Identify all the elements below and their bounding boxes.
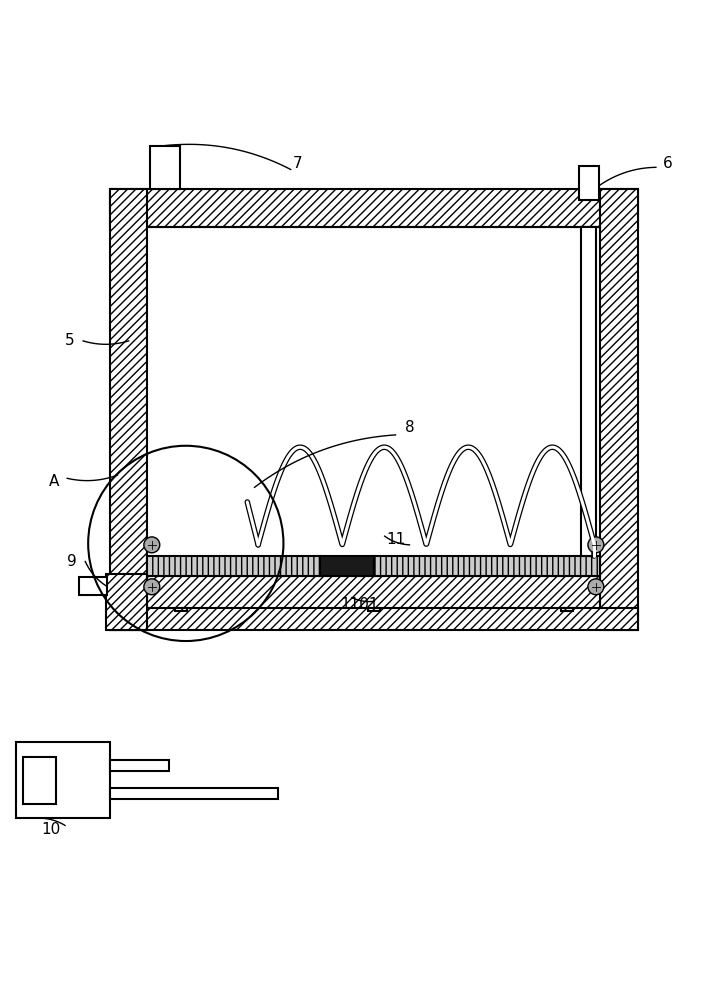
Bar — [110, 760, 169, 771]
Bar — [579, 166, 599, 200]
Text: 6: 6 — [663, 156, 673, 171]
Circle shape — [588, 579, 604, 595]
Bar — [600, 189, 638, 630]
Bar — [319, 556, 374, 576]
Text: 8: 8 — [405, 420, 415, 435]
Text: 5: 5 — [65, 333, 75, 348]
Circle shape — [588, 537, 604, 553]
Bar — [147, 556, 319, 576]
Bar — [374, 556, 600, 576]
Bar — [110, 189, 638, 227]
Bar — [561, 608, 573, 611]
Bar — [110, 788, 277, 799]
Text: 1101: 1101 — [340, 597, 379, 612]
Bar — [368, 608, 380, 611]
Bar — [16, 742, 110, 818]
Circle shape — [144, 579, 160, 595]
Bar — [147, 576, 600, 611]
Text: 9: 9 — [68, 554, 77, 569]
Bar — [582, 227, 596, 556]
Text: A: A — [49, 474, 60, 489]
Circle shape — [144, 537, 160, 553]
Bar — [150, 146, 180, 189]
Bar — [110, 608, 638, 630]
Bar — [110, 189, 147, 630]
Text: 11: 11 — [386, 532, 405, 547]
Text: 7: 7 — [293, 156, 303, 171]
Bar — [175, 608, 187, 611]
Text: 10: 10 — [41, 822, 60, 837]
Bar — [79, 577, 107, 595]
Bar — [106, 574, 147, 630]
Bar — [23, 757, 56, 804]
